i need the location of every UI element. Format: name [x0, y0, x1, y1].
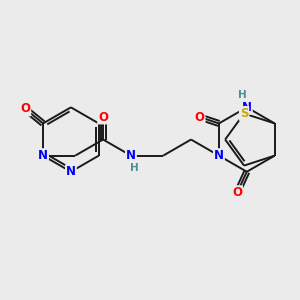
Text: N: N — [126, 149, 136, 162]
Text: O: O — [98, 110, 108, 124]
Text: H: H — [130, 163, 139, 173]
Text: N: N — [38, 149, 48, 162]
Text: O: O — [195, 110, 205, 124]
Text: H: H — [238, 90, 246, 100]
Text: N: N — [214, 149, 224, 162]
Text: S: S — [240, 107, 248, 120]
Text: O: O — [20, 103, 30, 116]
Text: N: N — [66, 165, 76, 178]
Text: N: N — [242, 101, 252, 114]
Text: O: O — [232, 186, 242, 199]
